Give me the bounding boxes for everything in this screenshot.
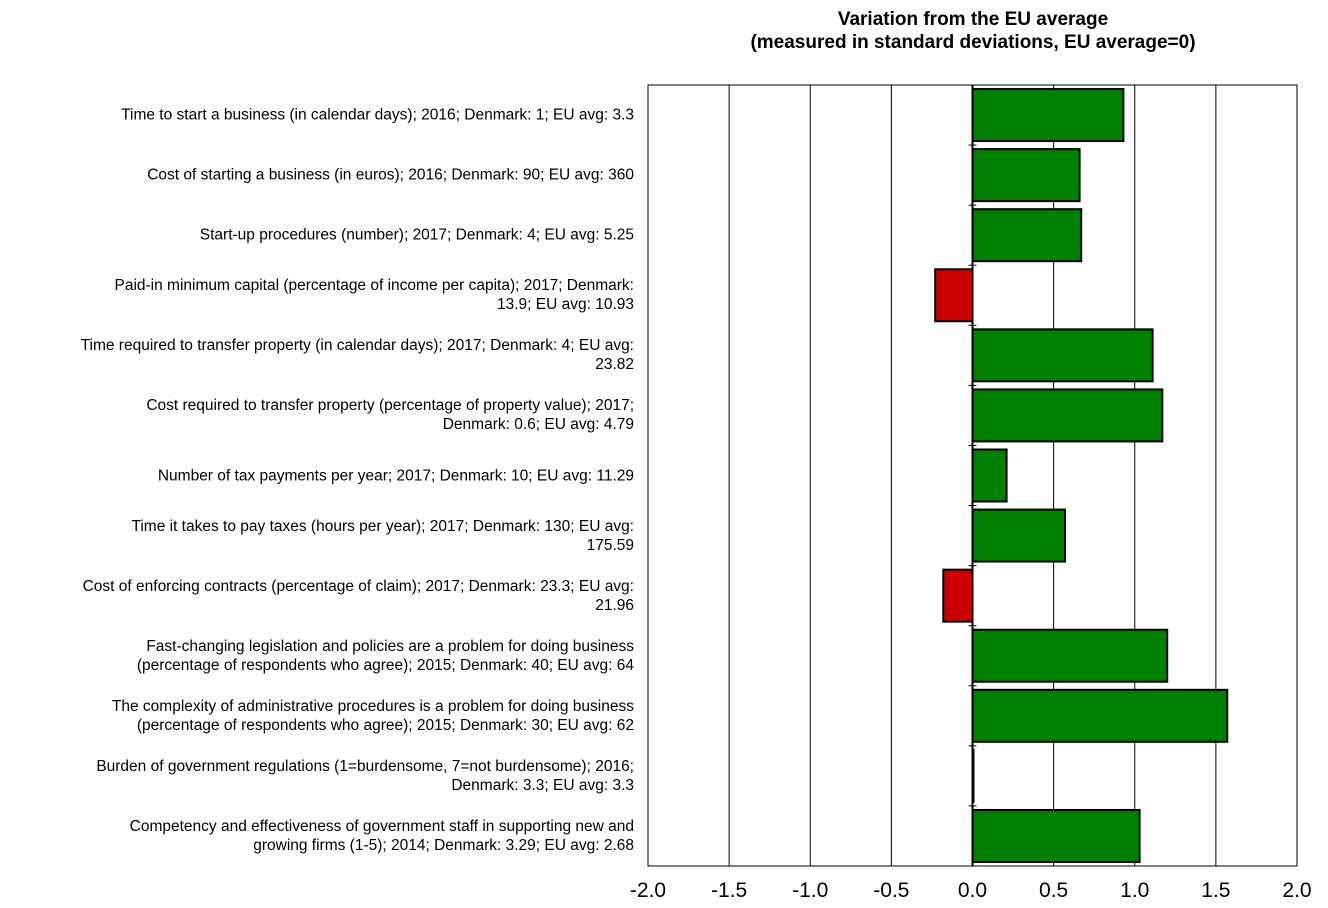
category-label: Number of tax payments per year; 2017; D… [0, 466, 634, 485]
category-label-line: growing firms (1-5); 2014; Denmark: 3.29… [253, 836, 634, 854]
bar [971, 628, 1169, 683]
category-label-line: 13.9; EU avg: 10.93 [496, 296, 634, 314]
x-tick-label: 2.0 [1282, 879, 1311, 902]
x-tick-label: 0.5 [1039, 879, 1068, 902]
category-label-line: Cost required to transfer property (perc… [146, 397, 634, 415]
category-label: Time to start a business (in calendar da… [0, 106, 634, 125]
category-label-line: Fast-changing legislation and policies a… [146, 637, 634, 655]
chart-title-line-1: Variation from the EU average [837, 9, 1109, 30]
x-tick-label: -0.5 [873, 879, 909, 902]
category-label-line: (percentage of respondents who agree); 2… [136, 716, 634, 734]
bar [971, 328, 1154, 383]
category-label: Paid-in minimum capital (percentage of i… [0, 276, 635, 314]
category-label-line: Burden of government regulations (1=burd… [96, 757, 634, 775]
bar [934, 268, 974, 323]
x-tick-label: -1.5 [711, 879, 747, 902]
category-label: Start-up procedures (number); 2017; Denm… [0, 226, 634, 245]
x-tick-label: 1.5 [1201, 879, 1230, 902]
category-label: Cost required to transfer property (perc… [0, 396, 634, 434]
category-label-line: 175.59 [586, 536, 634, 554]
category-label-line: Time it takes to pay taxes (hours per ye… [131, 517, 634, 535]
bar [971, 808, 1141, 863]
bar [971, 448, 1008, 503]
chart-title: Variation from the EU average (measured … [648, 8, 1298, 54]
category-label-line: Competency and effectiveness of governme… [129, 817, 634, 835]
category-label: Burden of government regulations (1=burd… [0, 757, 634, 795]
category-label-line: Number of tax payments per year; 2017; D… [157, 467, 634, 484]
category-label-line: Time required to transfer property (in c… [80, 337, 634, 355]
category-label: Fast-changing legislation and policies a… [0, 637, 634, 675]
x-tick-label: 1.0 [1120, 879, 1149, 902]
category-label: The complexity of administrative procedu… [0, 697, 634, 735]
bar [971, 508, 1066, 563]
category-label-line: Denmark: 3.3; EU avg: 3.3 [451, 776, 634, 794]
category-label: Cost of starting a business (in euros); … [0, 166, 634, 185]
chart-title-line-2: (measured in standard deviations, EU ave… [750, 32, 1196, 53]
category-labels: Time to start a business (in calendar da… [0, 0, 640, 908]
category-label-line: The complexity of administrative procedu… [111, 697, 634, 715]
category-label-line: 23.82 [595, 356, 634, 374]
bar [971, 388, 1164, 443]
category-label: Competency and effectiveness of governme… [0, 817, 634, 855]
category-label: Time required to transfer property (in c… [0, 336, 634, 374]
bar [971, 88, 1125, 143]
category-label-line: Cost of starting a business (in euros); … [147, 166, 634, 184]
bar [942, 568, 974, 623]
category-label-line: Cost of enforcing contracts (percentage … [82, 577, 634, 595]
x-tick-label: -2.0 [630, 879, 666, 902]
x-tick-label: -1.0 [792, 879, 828, 902]
x-tick-label: 0.0 [958, 879, 987, 902]
category-label-line: (percentage of respondents who agree); 2… [136, 656, 634, 674]
bar [971, 688, 1229, 743]
category-label-line: Time to start a business (in calendar da… [121, 106, 634, 124]
bar [971, 208, 1083, 263]
category-label-line: Paid-in minimum capital (percentage of i… [114, 277, 635, 295]
category-label-line: 21.96 [595, 596, 634, 614]
bar [971, 148, 1081, 203]
category-label: Time it takes to pay taxes (hours per ye… [0, 517, 634, 555]
category-label: Cost of enforcing contracts (percentage … [0, 577, 634, 615]
category-label-line: Start-up procedures (number); 2017; Denm… [199, 226, 634, 244]
category-label-line: Denmark: 0.6; EU avg: 4.79 [442, 416, 634, 434]
